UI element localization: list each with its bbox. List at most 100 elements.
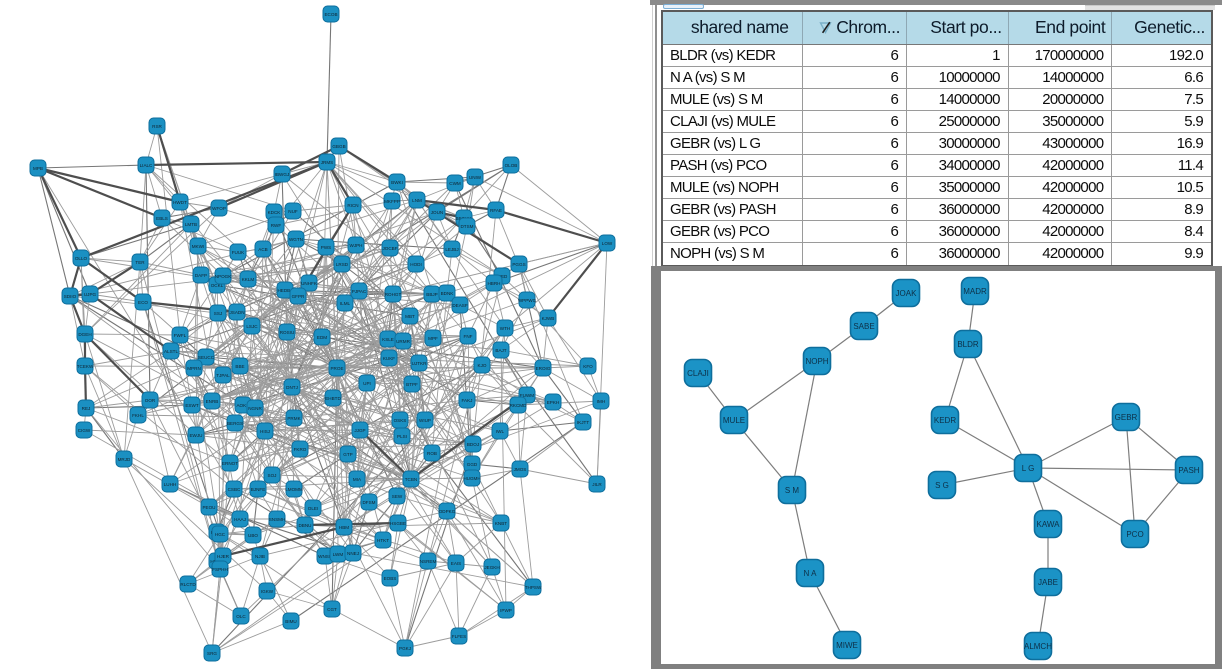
svg-text:WIUP: WIUP: [419, 418, 431, 423]
svg-text:MADR: MADR: [963, 287, 987, 296]
svg-text:ROHGT: ROHGT: [385, 292, 402, 297]
svg-text:NNEJ: NNEJ: [347, 551, 359, 556]
svg-text:PROE: PROE: [330, 366, 343, 371]
svg-text:SABE: SABE: [853, 322, 874, 331]
svg-text:LRSD: LRSD: [336, 262, 349, 267]
svg-text:PEOU: PEOU: [202, 505, 215, 510]
svg-text:JSADN: JSADN: [229, 310, 244, 315]
svg-text:SOJ: SOJ: [268, 473, 277, 478]
svg-text:NPOGK: NPOGK: [215, 274, 233, 279]
svg-text:MBT: MBT: [405, 314, 415, 319]
svg-text:EBLS: EBLS: [156, 216, 168, 221]
svg-text:JEGKH: JEGKH: [484, 565, 499, 570]
svg-text:PCO: PCO: [1126, 530, 1143, 539]
svg-text:PGKJ: PGKJ: [399, 646, 411, 651]
svg-text:HODI: HODI: [410, 262, 421, 267]
svg-text:IGKW: IGKW: [261, 589, 274, 594]
svg-text:CWM: CWM: [449, 181, 461, 186]
svg-text:MULE: MULE: [723, 416, 745, 425]
svg-text:EOBS: EOBS: [384, 576, 397, 581]
svg-text:BBJP: BBJP: [426, 292, 438, 297]
svg-text:MPB: MPB: [33, 166, 43, 171]
svg-text:DEASF: DEASF: [452, 303, 468, 308]
svg-text:DNTJ: DNTJ: [286, 385, 298, 390]
svg-text:KSLE: KSLE: [382, 337, 394, 342]
svg-text:MKFPP: MKFPP: [384, 199, 400, 204]
svg-text:KNBT: KNBT: [495, 521, 507, 526]
svg-text:EPKH: EPKH: [547, 400, 560, 405]
svg-text:ECO: ECO: [138, 300, 148, 305]
svg-text:GTP: GTP: [343, 452, 352, 457]
svg-text:OOR: OOR: [145, 398, 156, 403]
svg-text:JABE: JABE: [1038, 578, 1058, 587]
svg-text:HBM: HBM: [339, 525, 349, 530]
svg-text:RWF: RWF: [271, 223, 282, 228]
svg-text:LSJC: LSJC: [246, 324, 258, 329]
svg-text:KDCK: KDCK: [268, 210, 282, 215]
svg-text:KUKF: KUKF: [383, 356, 395, 361]
svg-text:PJPAC: PJPAC: [352, 289, 367, 294]
svg-text:BLDR: BLDR: [957, 340, 979, 349]
svg-text:FUUK: FUUK: [232, 250, 245, 255]
svg-text:HTKT: HTKT: [377, 538, 389, 543]
svg-text:NSREM: NSREM: [420, 559, 437, 564]
svg-text:N A: N A: [804, 569, 818, 578]
svg-text:BWKI: BWKI: [391, 180, 403, 185]
svg-text:UNIW: UNIW: [469, 175, 482, 180]
svg-text:GFPR: GFPR: [292, 294, 305, 299]
svg-text:OSKS: OSKS: [394, 418, 407, 423]
svg-text:SSJ: SSJ: [214, 311, 222, 316]
svg-text:ODPKG: ODPKG: [439, 509, 456, 514]
svg-text:ROB: ROB: [427, 451, 437, 456]
svg-text:EROIG: EROIG: [536, 366, 551, 371]
svg-text:MIWE: MIWE: [836, 641, 858, 650]
svg-text:EHBTD: EHBTD: [325, 396, 341, 401]
svg-text:PASH: PASH: [1178, 466, 1199, 475]
svg-text:IWL: IWL: [496, 429, 505, 434]
svg-text:HUGMH: HUGMH: [463, 476, 480, 481]
svg-text:BIMU: BIMU: [285, 619, 296, 624]
svg-text:MPF: MPF: [428, 336, 438, 341]
svg-text:CLAJI: CLAJI: [687, 369, 709, 378]
svg-text:OLEI: OLEI: [308, 506, 318, 511]
svg-text:PRMK: PRMK: [287, 416, 301, 421]
svg-text:NUF: NUF: [288, 209, 298, 214]
svg-text:ILML: ILML: [340, 301, 351, 306]
svg-text:BDNK: BDNK: [441, 291, 455, 296]
svg-text:FAKJ: FAKJ: [462, 398, 473, 403]
svg-text:FLFES: FLFES: [452, 634, 466, 639]
svg-text:EWJU: EWJU: [189, 433, 202, 438]
svg-text:BJNFE: BJNFE: [251, 487, 266, 492]
svg-text:TER: TER: [135, 260, 145, 265]
svg-text:IMH: IMH: [597, 399, 605, 404]
svg-text:ESWT: ESWT: [185, 403, 198, 408]
svg-text:BDOJ: BDOJ: [467, 442, 479, 447]
svg-text:S M: S M: [785, 486, 800, 495]
svg-text:HAAJ: HAAJ: [234, 517, 246, 522]
svg-text:URMR: URMR: [396, 339, 410, 344]
svg-text:JRMS: JRMS: [321, 160, 334, 165]
svg-text:KJO: KJO: [478, 363, 487, 368]
svg-text:RFAE: RFAE: [490, 208, 502, 213]
svg-text:KKLM: KKLM: [242, 277, 255, 282]
svg-text:SRG: SRG: [207, 651, 217, 656]
svg-text:UJPG: UJPG: [84, 292, 97, 297]
svg-text:JOCBF: JOCBF: [382, 246, 397, 251]
svg-text:PGGS: PGGS: [512, 262, 525, 267]
svg-text:TCEKW: TCEKW: [77, 364, 94, 369]
svg-text:NOPH: NOPH: [805, 357, 828, 366]
svg-text:LOW: LOW: [602, 241, 613, 246]
svg-text:HEDBJ: HEDBJ: [277, 288, 292, 293]
svg-text:LMOMM: LMOMM: [285, 487, 303, 492]
svg-text:BBE: BBE: [235, 364, 244, 369]
svg-text:KJWB: KJWB: [542, 316, 555, 321]
svg-text:WTH: WTH: [500, 326, 510, 331]
svg-text:SDIIO: SDIIO: [64, 294, 77, 299]
svg-text:HSGBE: HSGBE: [390, 521, 406, 526]
svg-text:BAJT: BAJT: [495, 348, 506, 353]
svg-text:IKJTT: IKJTT: [577, 420, 589, 425]
svg-text:RLCTD: RLCTD: [180, 582, 196, 587]
svg-text:HGC: HGC: [215, 532, 226, 537]
svg-text:PWS: PWS: [321, 245, 331, 250]
svg-text:RKCMD: RKCMD: [510, 403, 528, 408]
